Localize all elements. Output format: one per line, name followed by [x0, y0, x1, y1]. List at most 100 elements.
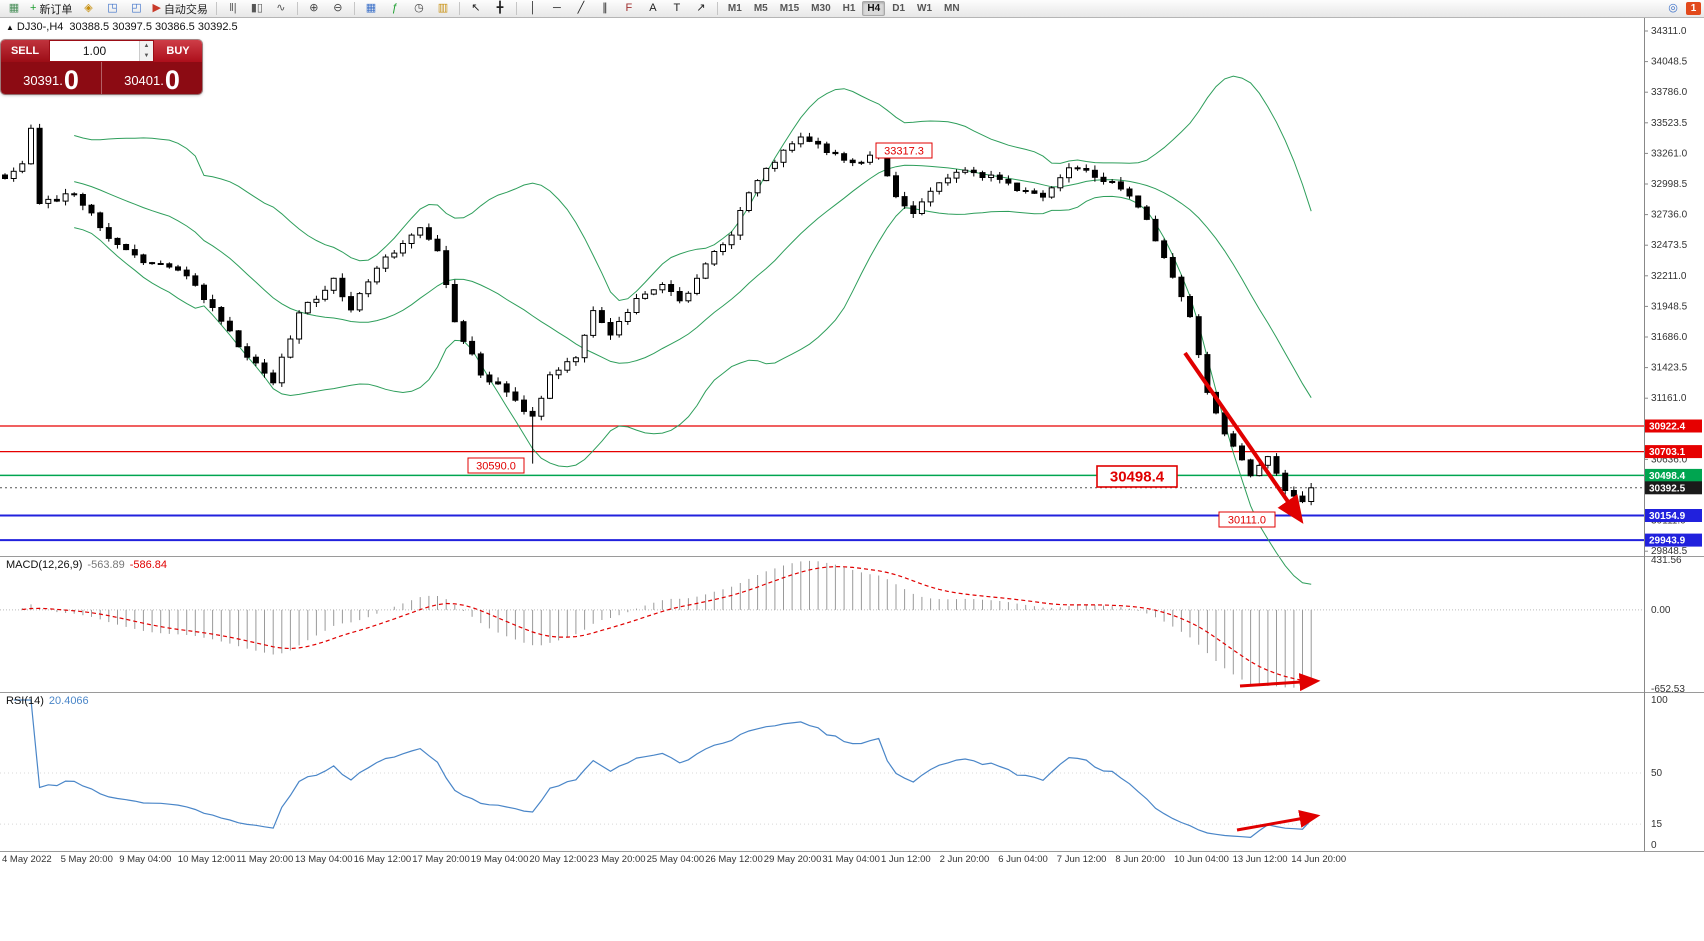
support-icon[interactable]: ◎ — [1662, 1, 1684, 17]
fibonacci-icon[interactable]: F — [618, 1, 640, 17]
timeframe-m30[interactable]: M30 — [811, 3, 831, 14]
data-window-icon[interactable]: ◰ — [125, 1, 147, 17]
channel-icon[interactable]: ∥ — [594, 1, 616, 17]
timeframe-m5[interactable]: M5 — [753, 3, 768, 14]
one-click-trade-panel: SELL 1.00 ▲ ▼ BUY 30391. 0 30401. 0 — [1, 40, 202, 94]
timeframe-d1[interactable]: D1 — [892, 3, 906, 14]
price-axis-label: 33261.0 — [1651, 148, 1688, 159]
timeframe-w1[interactable]: W1 — [917, 3, 933, 14]
timeframe-h1[interactable]: H1 — [842, 3, 856, 14]
periods-icon-glyph: ◷ — [414, 2, 424, 14]
annotation-text: 30111.0 — [1228, 515, 1266, 527]
time-axis-label: 31 May 04:00 — [822, 854, 880, 865]
new-order-button[interactable]: + 新订单 — [27, 1, 75, 17]
bar-chart-icon[interactable]: ‖| — [222, 1, 244, 17]
volume-up-button[interactable]: ▲ — [140, 41, 153, 51]
time-axis-surface[interactable] — [0, 852, 1644, 870]
price-axis-label: 32998.5 — [1651, 179, 1688, 190]
buy-price[interactable]: 30401. 0 — [102, 62, 202, 94]
annotation-box — [467, 457, 525, 474]
candlestick-chart-icon[interactable]: ▮▯ — [246, 1, 268, 17]
line-chart-icon[interactable]: ∿ — [270, 1, 292, 17]
new-chart-icon[interactable]: ▦ — [3, 1, 25, 17]
price-axis-label: 29848.5 — [1651, 546, 1688, 557]
volume-down-button[interactable]: ▼ — [140, 51, 153, 61]
time-axis-label: 2 Jun 20:00 — [940, 854, 990, 865]
time-axis-label: 19 May 04:00 — [471, 854, 529, 865]
time-axis-label: 29 May 20:00 — [764, 854, 822, 865]
sell-button[interactable]: SELL — [1, 40, 49, 62]
time-axis-label: 8 Jun 20:00 — [1115, 854, 1165, 865]
price-axis-label: 32736.0 — [1651, 210, 1688, 221]
periods-icon[interactable]: ◷ — [408, 1, 430, 17]
toolbar-separator — [458, 2, 460, 15]
cursor-icon[interactable]: ↖ — [465, 1, 487, 17]
label-icon[interactable]: T — [666, 1, 688, 17]
timeframe-m15[interactable]: M15 — [779, 3, 800, 14]
channel-icon-glyph: ∥ — [602, 2, 608, 14]
trendline-icon[interactable]: ╱ — [570, 1, 592, 17]
time-axis-label: 10 Jun 04:00 — [1174, 854, 1229, 865]
notification-badge[interactable]: 1 — [1686, 2, 1701, 15]
market-watch-icon[interactable]: ◳ — [101, 1, 123, 17]
time-axis-label: 11 May 20:00 — [236, 854, 293, 865]
new-order-button-label: 新订单 — [39, 3, 73, 16]
price-badge — [1645, 419, 1702, 433]
templates-icon-glyph: ▥ — [437, 2, 449, 14]
time-axis-label: 26 May 12:00 — [705, 854, 763, 865]
arrows-icon[interactable]: ↗ — [690, 1, 712, 17]
zoom-in-icon[interactable]: ⊕ — [303, 1, 325, 17]
time-axis-label: 16 May 12:00 — [354, 854, 412, 865]
buy-button[interactable]: BUY — [154, 40, 202, 62]
timeframe-m1[interactable]: M1 — [727, 3, 742, 14]
main-chart-surface[interactable] — [0, 18, 1644, 556]
ohlc-values: 30388.5 30397.5 30386.5 30392.5 — [69, 21, 238, 33]
time-axis-label: 13 May 04:00 — [295, 854, 353, 865]
vertical-line-icon[interactable]: │ — [522, 1, 544, 17]
symbol-marker-icon: ▲ — [6, 23, 14, 32]
horizontal-line-icon[interactable]: ─ — [546, 1, 568, 17]
templates-icon[interactable]: ▥ — [432, 1, 454, 17]
time-axis-label: 7 Jun 12:00 — [1057, 854, 1107, 865]
market-watch-icon-glyph: ◳ — [107, 2, 118, 14]
price-axis-label: 32473.5 — [1651, 240, 1688, 251]
price-badge — [1645, 533, 1702, 547]
time-axis-label: 10 May 12:00 — [178, 854, 236, 865]
crosshair-icon[interactable]: ╋ — [489, 1, 511, 17]
macd-name: MACD(12,26,9) — [6, 559, 83, 571]
annotation-text: 30498.4 — [1110, 469, 1165, 486]
price-axis-label: 31948.5 — [1651, 301, 1688, 312]
bar-chart-icon-glyph: ‖| — [229, 2, 237, 14]
timeframe-mn[interactable]: MN — [944, 3, 960, 14]
support-icon-glyph: ◎ — [1668, 2, 1678, 14]
volume-value[interactable]: 1.00 — [82, 44, 107, 58]
price-axis: 34311.0 34048.5 33786.0 33523.5 33261.0 32998… — [1644, 26, 1702, 851]
data-window-icon-glyph: ◰ — [131, 2, 142, 14]
price-axis-surface[interactable] — [1644, 18, 1704, 851]
panel-frame — [0, 18, 1704, 852]
time-axis-label: 6 Jun 04:00 — [998, 854, 1048, 865]
autotrading-button[interactable]: ▶ 自动交易 — [149, 1, 210, 17]
timeframe-h4[interactable]: H4 — [862, 1, 886, 16]
annotation-text: 30590.0 — [476, 461, 516, 473]
price-axis-label: 31423.5 — [1651, 363, 1688, 374]
rsi-panel-surface[interactable] — [0, 693, 1644, 851]
rsi-line — [13, 699, 1312, 839]
cursor-icon-glyph: ↖ — [471, 2, 481, 14]
toolbar-separator — [296, 2, 298, 15]
sell-price-big-digit: 0 — [63, 65, 79, 94]
horizontal-line-icon-glyph: ─ — [553, 2, 561, 14]
price-badge-text: 30392.5 — [1649, 483, 1686, 494]
tile-windows-icon[interactable]: ▦ — [360, 1, 382, 17]
indicators-icon[interactable]: ƒ — [384, 1, 406, 17]
volume-field[interactable]: 1.00 ▲ ▼ — [49, 40, 154, 62]
price-badge — [1645, 481, 1702, 495]
macd-panel-surface[interactable] — [0, 557, 1644, 692]
rsi-axis-label: 100 — [1651, 695, 1668, 706]
sell-price[interactable]: 30391. 0 — [1, 62, 102, 94]
text-icon[interactable]: A — [642, 1, 664, 17]
chart-profiles-icon[interactable]: ◈ — [77, 1, 99, 17]
bollinger-upper-band — [74, 75, 1312, 302]
zoom-out-icon[interactable]: ⊖ — [327, 1, 349, 17]
toolbar-separator — [515, 2, 517, 15]
